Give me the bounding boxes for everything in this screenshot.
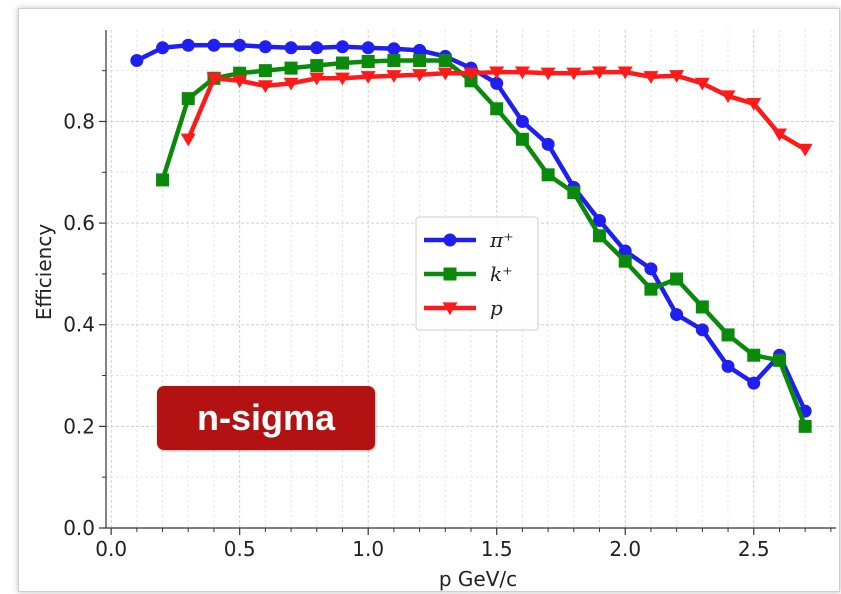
x-tick-label: 1.5 [481,537,513,561]
data-point [258,64,272,78]
data-point [618,254,632,268]
data-point [747,348,761,362]
data-point [644,282,658,296]
data-point [771,128,787,142]
data-point [206,72,222,86]
n-sigma-badge: n-sigma [157,386,375,450]
data-point [593,214,607,228]
data-point [180,133,196,147]
data-point [258,40,272,54]
data-point [695,300,709,314]
data-point [437,67,453,81]
data-point [593,229,607,243]
data-point [694,77,710,91]
data-point [387,53,401,67]
data-point [515,132,529,146]
data-point [721,359,735,373]
data-point [540,67,556,81]
data-point [541,137,555,151]
data-point [181,92,195,106]
legend: π⁺ k⁺ p [415,216,539,331]
axes: 0.0 0.5 1.0 1.5 2.0 2.5 0.0 0.2 0.4 0.6 0.8 p GeV/c… [32,30,836,591]
x-tick-label: 2.0 [609,537,641,561]
data-point [490,76,504,90]
data-point [387,42,401,56]
data-point [566,67,582,81]
legend-marker [443,233,457,247]
y-tick-label: 0.2 [63,414,95,438]
legend-label: k⁺ [490,262,513,286]
data-point [643,71,659,84]
x-tick-label: 0.0 [95,537,127,561]
data-point [746,98,762,111]
data-point [695,323,709,337]
data-point [360,71,376,84]
data-point [515,114,529,128]
series-1 [156,53,812,433]
data-point [361,55,375,69]
data-point [283,77,299,91]
data-point [334,72,350,86]
data-point [541,168,555,182]
data-point [490,102,504,116]
data-point [644,262,658,276]
data-point [207,38,221,52]
data-point [413,43,427,57]
data-point [720,90,736,104]
data-point [361,41,375,55]
x-tick-label: 2.5 [738,537,770,561]
data-point [463,67,479,81]
y-tick-label: 0.6 [63,211,95,235]
data-point [156,173,170,187]
data-point [310,59,324,73]
data-point [797,143,813,157]
x-axis-label: p GeV/c [439,567,517,591]
data-point [617,66,633,80]
data-point [335,56,349,70]
legend-label: p [490,296,503,320]
data-point [514,66,530,80]
y-axis-label: Efficiency [32,224,56,321]
data-point [592,66,608,80]
data-point [670,308,684,322]
data-point [464,74,478,88]
legend-label: π⁺ [489,228,514,252]
data-point [772,353,786,367]
data-point [798,419,812,433]
y-tick-label: 0.0 [63,516,95,540]
data-point [233,38,247,52]
data-point [156,41,170,55]
data-point [130,53,144,67]
data-point [670,272,684,286]
data-point [309,72,325,86]
y-tick-label: 0.4 [63,313,95,337]
data-point [284,61,298,75]
data-point [669,70,685,83]
data-point [721,328,735,342]
legend-marker [442,302,458,316]
data-point [284,41,298,55]
data-point [413,53,427,67]
data-point [232,75,248,88]
legend-marker [443,267,457,281]
data-point [489,66,505,80]
data-point [412,69,428,82]
data-point [257,80,273,94]
data-point [181,38,195,52]
series-2 [180,66,813,157]
data-point [438,53,452,67]
series-layer [130,38,813,433]
y-tick-label: 0.8 [63,109,95,133]
data-point [747,376,761,390]
data-point [567,186,581,200]
data-point [310,41,324,55]
x-tick-label: 0.5 [224,537,256,561]
data-point [618,244,632,258]
data-point [335,40,349,54]
data-point [386,70,402,83]
x-tick-label: 1.0 [352,537,384,561]
